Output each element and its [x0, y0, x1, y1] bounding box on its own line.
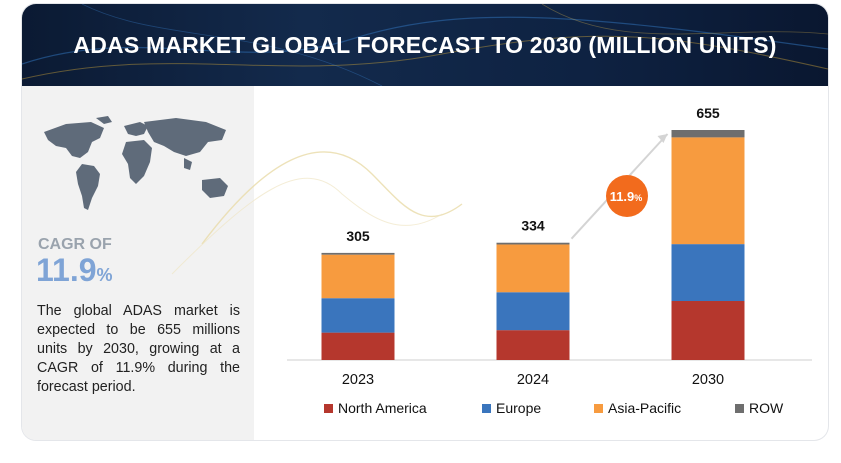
legend-label: North America	[338, 400, 427, 416]
bar-asia-pacific-2023	[321, 254, 395, 299]
x-tick-label-2023: 2023	[342, 372, 374, 388]
total-label-2024: 334	[521, 218, 545, 234]
legend-item-europe: Europe	[482, 400, 541, 416]
bar-north-america-2023	[321, 332, 395, 360]
cagr-arrow-head	[657, 134, 668, 143]
header-light-streaks	[22, 4, 828, 86]
infographic-card: ADAS MARKET GLOBAL FORECAST TO 2030 (MIL…	[22, 4, 828, 440]
world-map-icon	[44, 116, 228, 210]
market-description: The global ADAS market is expected to be…	[37, 303, 240, 395]
cagr-badge	[606, 175, 648, 217]
legend-item-row: ROW	[735, 400, 784, 416]
bar-europe-2023	[321, 298, 395, 333]
bar-asia-pacific-2024	[496, 244, 570, 293]
bar-row-2030	[671, 130, 745, 138]
legend-item-asia-pacific: Asia-Pacific	[594, 400, 681, 416]
bar-europe-2024	[496, 292, 570, 331]
legend-swatch	[324, 404, 333, 413]
bar-europe-2030	[671, 244, 745, 302]
truncated-footer-text	[0, 457, 841, 463]
x-tick-label-2030: 2030	[692, 372, 724, 388]
header-banner: ADAS MARKET GLOBAL FORECAST TO 2030 (MIL…	[22, 4, 828, 86]
total-label-2030: 655	[696, 105, 720, 121]
summary-panel: CAGR OF 11.9% The global ADAS market is …	[22, 86, 254, 440]
legend-item-north-america: North America	[324, 400, 427, 416]
cagr-number: 11.9	[36, 252, 97, 288]
cagr-badge-text: 11.9%	[610, 189, 643, 204]
decorative-swoosh-2	[171, 177, 443, 275]
stacked-bar-chart: 305 2023 334 2024 655 2030 11.9% North Americ…	[171, 105, 812, 416]
total-label-2023: 305	[346, 228, 370, 244]
decorative-swoosh	[201, 151, 463, 245]
legend-label: ROW	[749, 400, 784, 416]
x-tick-label-2024: 2024	[517, 372, 549, 388]
legend-label: Asia-Pacific	[608, 400, 681, 416]
legend-label: Europe	[496, 400, 541, 416]
bar-north-america-2030	[671, 301, 745, 360]
cagr-label: CAGR OF	[38, 236, 112, 253]
bar-asia-pacific-2030	[671, 137, 745, 245]
legend-swatch	[482, 404, 491, 413]
page-title: ADAS MARKET GLOBAL FORECAST TO 2030 (MIL…	[73, 32, 777, 58]
cagr-value: 11.9%	[36, 252, 113, 289]
bar-row-2023	[321, 252, 395, 255]
legend-swatch	[594, 404, 603, 413]
cagr-unit: %	[96, 265, 113, 285]
bar-north-america-2024	[496, 330, 570, 360]
cagr-arrow: 11.9%	[570, 133, 669, 240]
legend-swatch	[735, 404, 744, 413]
bar-row-2024	[496, 242, 570, 245]
